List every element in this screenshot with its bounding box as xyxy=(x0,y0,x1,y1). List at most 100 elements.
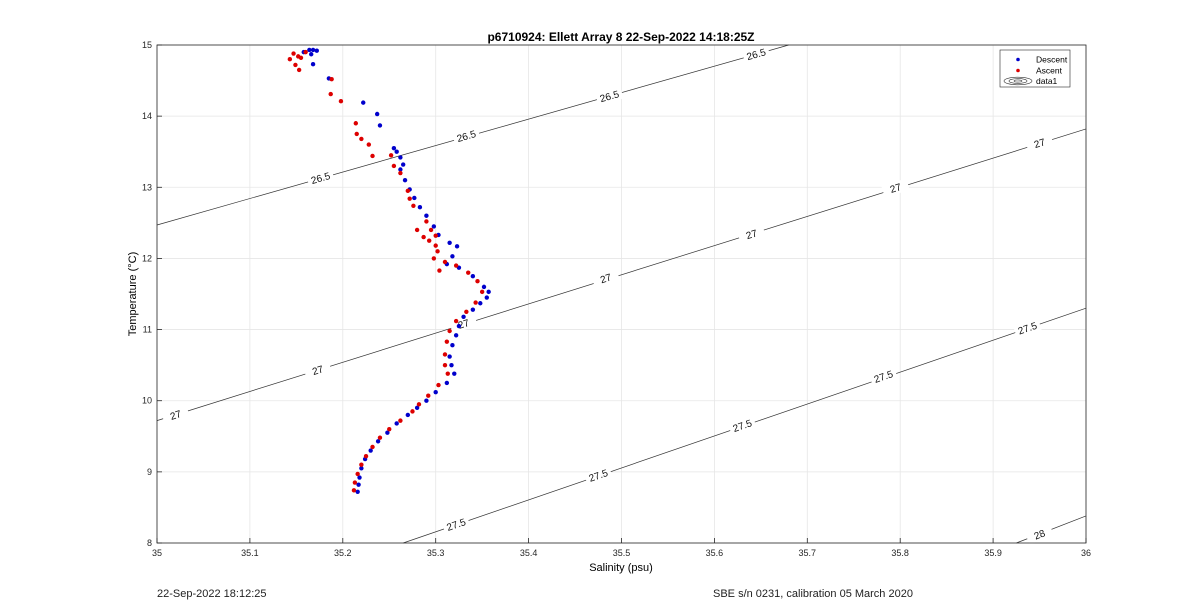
contour-label-bg xyxy=(728,415,757,436)
ts-diagram-chart: 26.526.526.526.52727272727272727.527.527… xyxy=(127,30,1091,574)
contour-label-bg xyxy=(1025,524,1054,545)
descent-point xyxy=(478,301,483,306)
ascent-point xyxy=(437,268,442,273)
ascent-point xyxy=(411,203,416,208)
ascent-point xyxy=(442,352,448,357)
contour-label: 28 xyxy=(1033,528,1048,542)
contour-label: 27 xyxy=(1033,137,1047,151)
ascent-point xyxy=(416,402,422,407)
ascent-point xyxy=(296,67,302,73)
ascent-point xyxy=(442,362,448,368)
descent-point xyxy=(486,289,491,295)
descent-point xyxy=(450,254,455,259)
x-tick-label: 35.3 xyxy=(427,548,445,558)
x-tick-label: 35.6 xyxy=(706,548,724,558)
descent-point xyxy=(412,195,417,201)
ascent-point xyxy=(338,99,344,104)
contour-label: 27 xyxy=(457,318,471,332)
contour-label: 26.5 xyxy=(456,129,478,145)
descent-point xyxy=(431,224,437,229)
descent-point xyxy=(394,149,399,154)
ascent-point xyxy=(329,76,334,82)
descent-point xyxy=(452,371,457,376)
y-tick-label: 13 xyxy=(142,182,152,192)
ascent-point xyxy=(475,278,480,284)
ascent-point xyxy=(466,270,471,275)
descent-point xyxy=(470,307,476,312)
ascent-point xyxy=(293,62,298,68)
contour-label-bg xyxy=(881,178,910,198)
legend-label-descent: Descent xyxy=(1036,55,1068,65)
x-tick-label: 35.5 xyxy=(613,548,631,558)
ascent-point xyxy=(352,480,358,485)
ascent-point xyxy=(303,49,308,55)
ascent-point xyxy=(464,309,469,314)
ascent-point xyxy=(363,454,369,459)
descent-point xyxy=(450,343,455,348)
legend-box xyxy=(999,49,1071,88)
footer-timestamp: 22-Sep-2022 18:12:25 xyxy=(157,588,267,600)
contour-label: 27 xyxy=(745,228,759,242)
x-axis: 35 35.1 35.2 35.3 35.4 35.5 35.6 35.7 35.8 35.9 36 xyxy=(152,538,1091,558)
ascent-point xyxy=(359,136,364,142)
ascent-point xyxy=(431,256,437,261)
descent-point xyxy=(470,274,476,279)
y-tick-label: 12 xyxy=(142,253,152,263)
descent-point xyxy=(424,213,429,218)
legend-marker-descent xyxy=(1016,57,1020,62)
descent-point xyxy=(447,240,452,245)
ascent-point xyxy=(351,488,357,493)
ascent-point xyxy=(377,435,383,440)
contour-label-bg xyxy=(584,465,613,486)
descent-point xyxy=(359,466,364,471)
contour-label: 27 xyxy=(311,364,325,378)
contour-label-bg xyxy=(595,86,624,106)
ascent-point xyxy=(407,196,412,201)
ascent-point xyxy=(355,471,360,477)
x-tick-label: 35.8 xyxy=(891,548,909,558)
y-axis-label: Temperature (°C) xyxy=(127,252,139,336)
descent-point xyxy=(368,448,373,453)
ascent-point xyxy=(436,382,441,388)
ascent-point xyxy=(298,55,304,61)
ascent-point xyxy=(453,318,459,324)
ascent-point xyxy=(479,289,485,295)
descent-point xyxy=(400,162,406,167)
ascent-point xyxy=(353,121,359,126)
descent-point xyxy=(481,284,487,290)
descent-point xyxy=(398,167,403,172)
density-contours: 26.526.526.526.52727272727272727.527.527… xyxy=(156,44,1087,545)
ascent-point xyxy=(426,238,432,243)
contour-label: 27 xyxy=(169,409,183,423)
y-tick-label: 10 xyxy=(142,396,152,406)
ascent-point xyxy=(426,393,431,398)
y-tick-label: 11 xyxy=(143,325,152,335)
ascent-point xyxy=(410,409,415,414)
descent-point xyxy=(433,389,438,395)
contour-label: 27 xyxy=(599,272,613,286)
x-axis-label: Salinity (psu) xyxy=(589,562,653,574)
y-tick-label: 15 xyxy=(142,40,152,50)
ascent-point xyxy=(359,462,364,467)
chart-title: p6710924: Ellett Array 8 22-Sep-2022 14:… xyxy=(487,30,754,44)
ascent-point xyxy=(387,426,392,432)
x-tick-label: 35.4 xyxy=(520,548,538,558)
contour-label-bg xyxy=(449,314,478,334)
ascent-point xyxy=(421,234,426,240)
legend: Descent Ascent data1 xyxy=(999,49,1071,88)
contour-label-bg xyxy=(306,168,335,188)
descent-point xyxy=(394,421,399,426)
ascent-point xyxy=(445,371,450,376)
descent-point xyxy=(307,47,312,53)
contour-label-bg xyxy=(452,126,481,146)
descent-point xyxy=(461,314,466,319)
descent-point xyxy=(355,489,360,494)
contour-label-bg xyxy=(742,44,771,64)
ascent-point xyxy=(370,153,375,159)
ascent-point xyxy=(447,328,452,334)
ascent-point xyxy=(433,233,438,238)
descent-point xyxy=(424,398,429,403)
contour-label-bg xyxy=(1025,133,1054,153)
descent-point xyxy=(417,205,423,210)
descent-point xyxy=(414,405,420,411)
